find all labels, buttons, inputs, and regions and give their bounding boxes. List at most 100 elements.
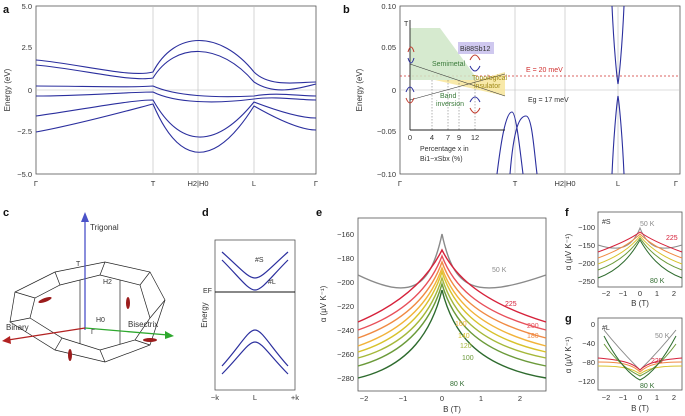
inset-cone: [405, 97, 415, 104]
panel-e-ytick: −220: [337, 302, 354, 311]
curve-160: [357, 265, 547, 347]
panel-d-bands: [221, 251, 289, 375]
panel-f-t-low: 80 K: [650, 278, 665, 285]
curve-225: [357, 248, 547, 323]
panel-b-xtick: T: [513, 179, 518, 188]
inset-cone: [469, 65, 481, 72]
trigonal-arrow: [81, 212, 89, 222]
panel-f-xtick: 0: [638, 289, 642, 298]
panel-g-ytick: 0: [591, 320, 595, 329]
panel-e-xlabel: B (T): [443, 405, 461, 414]
panel-g-ytick: −40: [582, 339, 595, 348]
panel-e-ylabel: α (μV K⁻¹): [319, 285, 328, 322]
curve-50K: [357, 233, 547, 289]
inset-xtick: 4: [430, 133, 434, 142]
point-h0: H0: [96, 317, 105, 324]
panel-f-ytick: −200: [578, 259, 595, 268]
inset-compound: Bi88Sb12: [460, 46, 490, 53]
bisectrix-axis: [84, 327, 169, 336]
panel-e-ytick: −240: [337, 326, 354, 335]
inset-cone: [405, 86, 415, 93]
panel-g-xtick: 2: [672, 393, 676, 402]
curve-80K: [357, 289, 547, 379]
inset-compound-box: [458, 42, 494, 54]
inset-cone: [469, 96, 481, 103]
panel-g-xtick: 1: [655, 393, 659, 402]
panel-f-ytick: −250: [578, 277, 595, 286]
panel-b-bands: [496, 5, 625, 175]
panel-g-xtick: −2: [602, 393, 611, 402]
inset-xtick: 12: [471, 133, 479, 142]
panel-f-xtick: 2: [672, 289, 676, 298]
panel-f-frame: [597, 211, 683, 288]
panel-b-ytick: −0.10: [377, 170, 396, 179]
inset-t-axis: T: [404, 21, 409, 28]
curve-100: [357, 281, 547, 367]
label-80K: 80 K: [450, 381, 465, 388]
panel-g-frame: [597, 317, 683, 391]
panel-b-xtick: L: [616, 179, 620, 188]
panel-g-t-top: 50 K: [655, 333, 670, 340]
panel-f: #S 50 K 225 80 K −100 −150 −200 −250 α (…: [564, 211, 683, 308]
panel-a-xtick: Γ: [34, 179, 38, 188]
point-h2: H2: [103, 279, 112, 286]
inset-band-inversion: Band inversion: [436, 93, 464, 108]
panel-c: Trigonal Binary Bisectrix T H2 H0 Γ: [2, 212, 174, 363]
panel-e-xtick: 0: [440, 394, 444, 403]
panel-e-ytick: −200: [337, 278, 354, 287]
bisectrix-label: Bisectrix: [128, 320, 158, 329]
panel-f-xtick: −2: [602, 289, 611, 298]
panel-f-xlabel: B (T): [631, 299, 649, 308]
panel-e-ytick: −260: [337, 350, 354, 359]
trigonal-label: Trigonal: [90, 223, 119, 232]
panel-b-xtick: Γ: [398, 179, 402, 188]
label-100: 100: [462, 355, 474, 362]
inset-cone: [469, 107, 481, 114]
panel-g-tag: #L: [602, 325, 610, 332]
inset-semimetal-region: [410, 28, 478, 80]
panel-f-ytick: −150: [578, 241, 595, 250]
curve-180: [357, 259, 547, 339]
panel-g-curves: [597, 329, 683, 381]
point-t: T: [76, 261, 81, 268]
inset-band-line: [409, 73, 506, 101]
panel-d-label: d: [202, 207, 209, 219]
panel-e-xtick: −1: [399, 394, 408, 403]
panel-b: 0.10 0.05 0 −0.05 −0.10 Energy (eV) Γ T …: [355, 2, 681, 188]
panel-g-t-low: 80 K: [640, 383, 655, 390]
panel-a-xtick: Γ: [314, 179, 318, 188]
panel-b-e-label: E = 20 meV: [526, 67, 563, 74]
panel-b-ylabel: Energy (eV): [355, 68, 364, 111]
inset-xlabel2: Bi1−xSbx (%): [420, 156, 463, 163]
panel-e-xtick: 1: [479, 394, 483, 403]
panel-d-s: #S: [255, 257, 264, 264]
label-160: 160: [455, 321, 467, 328]
panel-g-xlabel: B (T): [631, 404, 649, 413]
binary-label: Binary: [6, 323, 29, 332]
panel-g-xtick: 0: [638, 393, 642, 402]
panel-b-xtick: H2|H0: [554, 179, 575, 188]
panel-e: −160 −180 −200 −220 −240 −260 −280 α (μV…: [319, 217, 547, 414]
panel-e-ytick: −180: [337, 254, 354, 263]
panel-g-t-hot: 225: [651, 358, 663, 365]
binary-arrow: [2, 336, 11, 344]
panel-b-xtick: Γ: [674, 179, 678, 188]
inset-cone: [407, 46, 415, 53]
inset-topo-label: Topological insulator: [472, 75, 507, 90]
panel-b-gap-label: Eg = 17 meV: [528, 97, 569, 104]
inset-semimetal-label: Semimetal: [432, 61, 466, 68]
panel-f-t-hot: 225: [666, 235, 678, 242]
panel-a-ytick: 5.0: [22, 2, 32, 11]
inset-cone: [469, 54, 481, 61]
curve-140: [357, 269, 547, 353]
panel-b-ytick: 0: [392, 86, 396, 95]
panel-f-ytick: −100: [578, 223, 595, 232]
panel-e-label: e: [316, 207, 322, 219]
panel-b-label: b: [343, 4, 350, 16]
panel-f-tag: #S: [602, 219, 611, 226]
curve-200: [357, 254, 547, 331]
panel-a: 5.0 2.5 0 −2.5 −5.0 Energy (eV) Γ T H2|H…: [3, 2, 318, 188]
label-200: 200: [527, 323, 539, 330]
inset-xtick: 9: [457, 133, 461, 142]
